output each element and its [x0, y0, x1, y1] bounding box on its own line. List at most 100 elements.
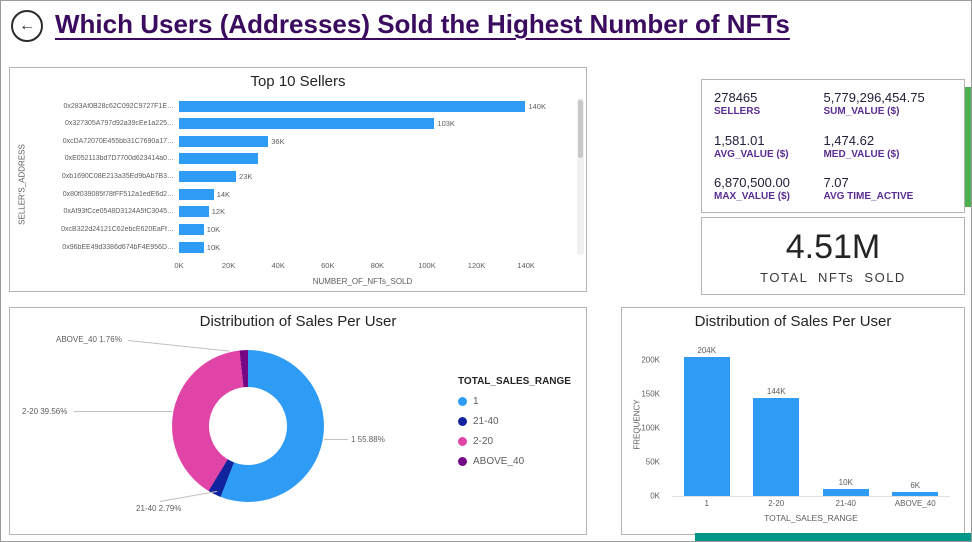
- legend-dot: [458, 417, 467, 426]
- seller-bar[interactable]: [179, 223, 204, 235]
- frequency-bar[interactable]: [753, 397, 800, 496]
- legend-item[interactable]: 2-20: [458, 436, 571, 447]
- total-nfts-value: 4.51M: [785, 227, 881, 266]
- bar-row: 0xb1690C08E213a35Ed9bAb7B3… 23K: [24, 169, 546, 185]
- seller-bar[interactable]: [179, 188, 214, 200]
- bar-row: 0x96bEE49d3386d674bF4E956D… 10K: [24, 239, 546, 255]
- stat-cell: 278465 SELLERS: [714, 90, 823, 117]
- x-axis-category-labels: 1 2-20 21-40 ABOVE_40: [672, 499, 950, 508]
- bar-value-label: 10K: [206, 224, 221, 234]
- legend-item[interactable]: ABOVE_40: [458, 456, 571, 467]
- donut-chart-title: Distribution of Sales Per User: [199, 313, 397, 330]
- stat-cell: 5,779,296,454.75 SUM_VALUE ($): [823, 90, 952, 117]
- seller-bar[interactable]: [179, 118, 435, 130]
- legend-item[interactable]: 1: [458, 396, 571, 407]
- x-axis-tick-label: 120K: [467, 261, 486, 270]
- total-nfts-card: 4.51M TOTAL NFTs SOLD: [701, 217, 965, 295]
- x-axis-tick-label: 100K: [418, 261, 436, 270]
- bar-track: 10K: [179, 223, 546, 235]
- x-axis-tick-label: 20K: [221, 261, 236, 270]
- bar-value-label: 12K: [211, 207, 226, 217]
- x-axis-tick-label: 60K: [321, 261, 335, 270]
- x-category-label: 21-40: [835, 499, 856, 508]
- bar-value-label: 103K: [437, 119, 455, 129]
- bar-value-label: 10K: [838, 478, 853, 488]
- seller-bar[interactable]: [179, 241, 204, 253]
- stat-label: SUM_VALUE ($): [823, 106, 900, 117]
- x-axis-title: TOTAL_SALES_RANGE: [764, 513, 858, 523]
- stat-value: 1,581.01: [714, 132, 765, 148]
- seller-bar[interactable]: [179, 206, 209, 218]
- bar-track: 10K: [179, 241, 546, 253]
- bar-row: 0xAf93fCce0548D3124A5fC3045… 12K: [24, 204, 546, 220]
- stat-cell: 7.07 AVG TIME_ACTIVE: [823, 175, 952, 202]
- legend-dot: [458, 457, 467, 466]
- seller-address-label: 0xE052113bd7D7700d623414a0…: [64, 155, 174, 163]
- seller-address-label: 0xAf93fCce0548D3124A5fC3045…: [63, 208, 174, 216]
- seller-address-label: 0x80f039085f78fFF512a1edE6d2…: [62, 190, 174, 198]
- bar-track: 140K: [179, 100, 546, 112]
- chart-scrollbar[interactable]: [577, 98, 584, 255]
- bar-value-label: 6K: [910, 480, 921, 490]
- seller-address-label: 0x327305A797d92a39cEe1a225…: [65, 120, 174, 128]
- y-axis-tick-label: 50K: [645, 457, 660, 467]
- donut-chart[interactable]: [172, 350, 324, 502]
- legend-label: 1: [473, 396, 479, 407]
- back-button[interactable]: ←: [11, 10, 43, 42]
- bar-value-label: 14K: [216, 189, 231, 199]
- histogram-plot-area: 204K 144K 10K 6K: [672, 346, 950, 497]
- bar-track: 23K: [179, 171, 546, 182]
- y-axis-ticks: 0K 50K 100K 150K 200K: [622, 346, 666, 500]
- callout-leader-line: [127, 340, 230, 352]
- slice-callout-above40: ABOVE_40 1.76%: [56, 335, 122, 344]
- bar-row: 0x327305A797d92a39cEe1a225… 103K: [24, 116, 546, 132]
- frequency-bar[interactable]: [892, 491, 939, 496]
- page-title: Which Users (Addresses) Sold the Highest…: [55, 9, 790, 39]
- histogram-chart-title: Distribution of Sales Per User: [694, 313, 892, 330]
- frequency-bar[interactable]: [683, 357, 730, 496]
- bar-value-label: 10K: [206, 242, 221, 252]
- frequency-bar[interactable]: [822, 489, 869, 496]
- x-axis-tick-label: 0K: [174, 261, 184, 270]
- histogram-column: 144K: [746, 346, 806, 496]
- seller-bar[interactable]: [179, 171, 237, 182]
- stat-value: 278465: [714, 90, 758, 105]
- slice-callout-1: 1 55.88%: [351, 435, 385, 444]
- legend-item[interactable]: 21-40: [458, 416, 571, 427]
- bar-value-label: 140K: [528, 101, 546, 111]
- x-axis-tick-label: 140K: [517, 261, 535, 270]
- callout-leader-line: [74, 411, 172, 412]
- x-axis-tick-label: 80K: [370, 261, 385, 270]
- total-nfts-label: TOTAL NFTs SOLD: [760, 269, 906, 285]
- seller-address-label: 0x283Af0B28c62C092C9727F1E…: [63, 102, 174, 110]
- y-axis-tick-label: 200K: [641, 355, 660, 365]
- legend-dot: [458, 397, 467, 406]
- scrollbar-thumb[interactable]: [578, 100, 583, 158]
- y-axis-tick-label: 150K: [641, 389, 660, 399]
- seller-bar[interactable]: [179, 135, 269, 147]
- bar-value-label: 23K: [239, 172, 253, 181]
- y-axis-tick-label: 100K: [641, 423, 660, 433]
- stat-value: 1,474.62: [823, 132, 875, 148]
- bar-track: 36K: [179, 135, 546, 147]
- seller-bar[interactable]: [179, 153, 259, 165]
- legend-label: 2-20: [473, 436, 494, 447]
- histogram-chart-panel: Distribution of Sales Per User FREQUENCY…: [621, 307, 965, 535]
- stat-cell: 1,474.62 MED_VALUE ($): [823, 133, 952, 160]
- donut-legend: TOTAL_SALES_RANGE 1 21-40 2-20 ABOVE_40: [458, 376, 571, 476]
- donut-hole: [209, 387, 287, 465]
- seller-bar[interactable]: [179, 100, 526, 112]
- legend-title: TOTAL_SALES_RANGE: [458, 376, 571, 387]
- bar-row: 0xcB322d24121C62ebcE620EaFf… 10K: [24, 221, 546, 237]
- stat-label: AVG TIME_ACTIVE: [823, 191, 914, 202]
- x-category-label: 1: [704, 499, 709, 508]
- histogram-column: 10K: [816, 346, 876, 496]
- legend-label: ABOVE_40: [473, 456, 525, 467]
- seller-address-label: 0x96bEE49d3386d674bF4E956D…: [62, 243, 174, 251]
- stat-value: 7.07: [823, 175, 849, 190]
- stat-value: 5,779,296,454.75: [823, 90, 925, 105]
- callout-leader-line: [324, 439, 348, 440]
- histogram-column: 204K: [677, 346, 737, 496]
- callout-leader-line: [159, 490, 218, 502]
- stat-cell: 6,870,500.00 MAX_VALUE ($): [714, 175, 823, 202]
